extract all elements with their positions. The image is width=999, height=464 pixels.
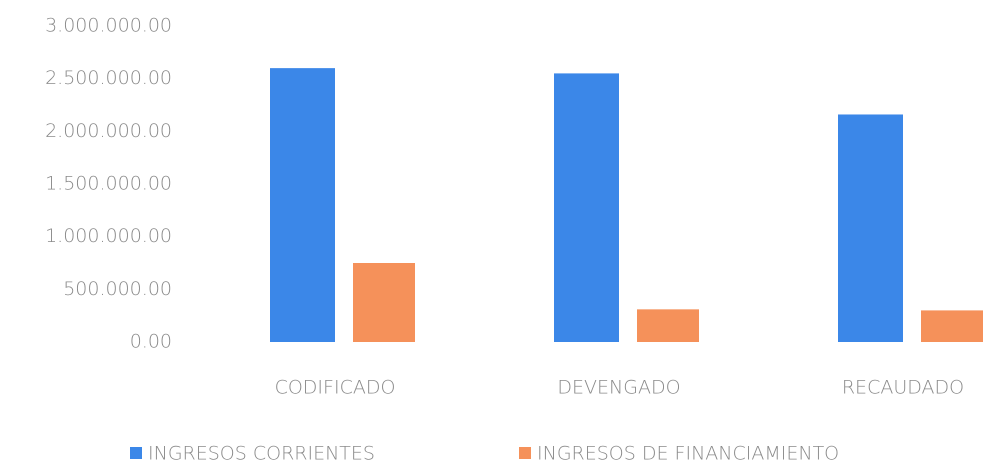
y-tick-label: 2.500.000.00 bbox=[45, 67, 172, 89]
x-tick-label: RECAUDADO bbox=[842, 377, 964, 399]
legend-swatch bbox=[130, 447, 142, 459]
x-tick-label: DEVENGADO bbox=[557, 377, 680, 399]
legend-label: INGRESOS DE FINANCIAMIENTO bbox=[537, 443, 839, 464]
bar bbox=[637, 309, 699, 342]
y-tick-label: 1.000.000.00 bbox=[45, 225, 172, 247]
y-tick-label: 0.00 bbox=[130, 331, 172, 353]
bar bbox=[921, 310, 983, 342]
y-tick-label: 2.000.000.00 bbox=[45, 120, 172, 142]
legend-label: INGRESOS CORRIENTES bbox=[148, 443, 375, 464]
bar bbox=[270, 68, 335, 342]
bar bbox=[554, 73, 619, 343]
bar bbox=[353, 263, 415, 342]
bar bbox=[838, 114, 903, 342]
y-tick-label: 500.000.00 bbox=[63, 278, 172, 300]
y-tick-label: 3.000.000.00 bbox=[45, 15, 172, 37]
legend-swatch bbox=[519, 447, 531, 459]
y-tick-label: 1.500.000.00 bbox=[45, 173, 172, 195]
x-tick-label: CODIFICADO bbox=[275, 377, 396, 399]
